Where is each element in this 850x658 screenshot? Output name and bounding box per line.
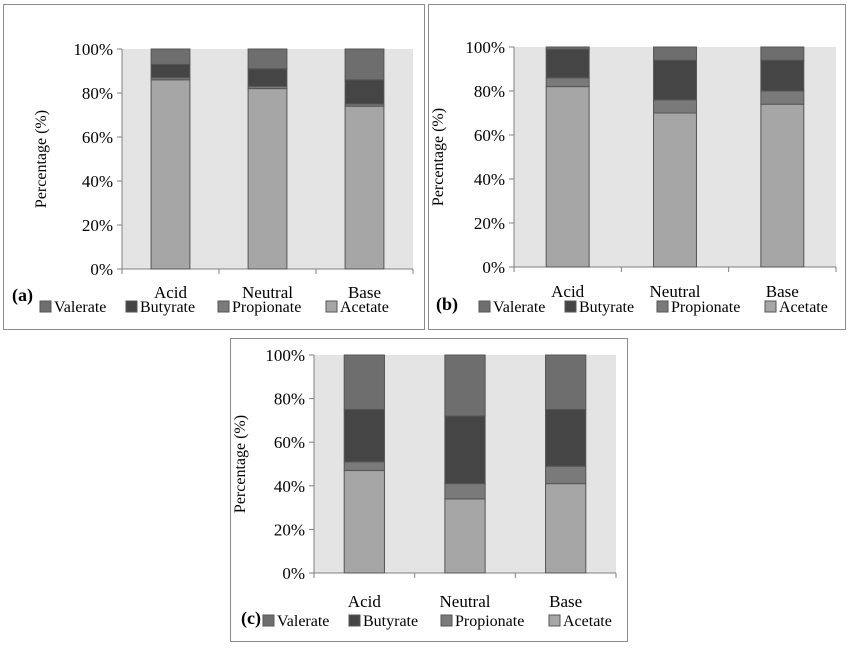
y-tick-label: 40% <box>274 477 305 496</box>
legend-label-butyrate: Butyrate <box>140 299 195 316</box>
x-category-label: Acid <box>348 592 382 611</box>
bar-segment-butyrate-acid <box>545 48 590 79</box>
legend-swatch-propionate <box>440 614 453 627</box>
bar-segment-valerate-base <box>545 354 587 410</box>
cropped-caption-strip <box>0 648 850 658</box>
bar-segment-propionate-base <box>545 465 587 485</box>
legend-swatch-acetate <box>325 300 338 313</box>
y-tick-label: 60% <box>274 433 305 452</box>
y-tick-label: 0% <box>90 260 113 279</box>
bar-segment-acetate-neutral <box>247 88 288 270</box>
bar-segment-propionate-base <box>760 90 805 105</box>
y-tick-label: 80% <box>274 390 305 409</box>
legend-label-propionate: Propionate <box>232 299 301 316</box>
bar-segment-valerate-neutral <box>653 46 697 61</box>
bar-segment-valerate-base <box>344 48 385 81</box>
chart-a-svg: 0% 20% 40% 60% 80% 100% Acid Neutral Base Percent… <box>12 40 414 316</box>
y-tick-label: 20% <box>474 214 505 233</box>
bar-segment-valerate-neutral <box>444 354 486 417</box>
legend-swatch-valerate <box>478 300 491 313</box>
legend-swatch-butyrate <box>125 300 138 313</box>
y-tick-label: 80% <box>82 84 113 103</box>
chart-panel-a: 0% 20% 40% 60% 80% 100% Acid Neutral Base Percent… <box>3 4 425 330</box>
legend-label-butyrate: Butyrate <box>363 613 418 630</box>
legend-label-acetate: Acetate <box>779 299 828 316</box>
bar-segment-valerate-acid <box>150 48 191 65</box>
legend-swatch-propionate <box>656 300 669 313</box>
legend-swatch-valerate <box>39 300 52 313</box>
panel-label: (a) <box>12 285 33 306</box>
bar-segment-acetate-base <box>760 103 805 268</box>
x-category-label: Neutral <box>440 592 491 611</box>
y-tick-label: 0% <box>282 564 305 583</box>
legend-label-propionate: Propionate <box>455 613 524 630</box>
chart-b-svg: 0% 20% 40% 60% 80% 100% Acid Neutral Base Percent… <box>430 38 837 316</box>
bar-segment-valerate-acid <box>343 354 385 410</box>
panel-label: (b) <box>436 294 458 315</box>
y-tick-label: 60% <box>82 128 113 147</box>
legend-label-propionate: Propionate <box>671 299 740 316</box>
chart-panel-b: 0% 20% 40% 60% 80% 100% Acid Neutral Base Percent… <box>428 4 846 330</box>
y-tick-label: 20% <box>82 216 113 235</box>
y-tick-label: 100% <box>465 38 505 57</box>
bar-segment-butyrate-base <box>545 409 587 467</box>
bar-segment-acetate-base <box>545 483 587 574</box>
y-axis-title: Percentage (%) <box>232 415 249 513</box>
bar-segment-butyrate-base <box>760 59 805 92</box>
bar-segment-butyrate-neutral <box>444 415 486 485</box>
bar-segment-acetate-acid <box>343 470 385 574</box>
x-category-label: Neutral <box>650 282 701 301</box>
y-tick-label: 60% <box>474 126 505 145</box>
bar-segment-acetate-neutral <box>444 498 486 574</box>
bar-segment-propionate-neutral <box>653 99 697 114</box>
x-category-label: Base <box>549 592 582 611</box>
bar-segment-butyrate-acid <box>150 63 191 79</box>
bar-segment-valerate-neutral <box>247 48 288 70</box>
bar-segment-acetate-base <box>344 105 385 270</box>
legend-label-butyrate: Butyrate <box>579 299 634 316</box>
legend-swatch-butyrate <box>564 300 577 313</box>
bar-segment-propionate-neutral <box>444 483 486 500</box>
legend-swatch-acetate <box>548 614 561 627</box>
bar-segment-butyrate-neutral <box>247 68 288 87</box>
y-tick-label: 100% <box>265 346 305 365</box>
legend-label-valerate: Valerate <box>493 299 545 316</box>
chart-c-svg: 0% 20% 40% 60% 80% 100% Acid Neutral Base Percent… <box>232 346 617 630</box>
bar-segment-valerate-base <box>760 46 805 61</box>
chart-panel-c: 0% 20% 40% 60% 80% 100% Acid Neutral Base Percent… <box>230 338 628 642</box>
legend-swatch-valerate <box>262 614 275 627</box>
y-tick-label: 100% <box>73 40 113 59</box>
bar-segment-propionate-acid <box>343 461 385 472</box>
legend-swatch-propionate <box>217 300 230 313</box>
bar-segment-acetate-acid <box>545 86 590 268</box>
bar-segment-valerate-acid <box>545 46 590 50</box>
bar-segment-butyrate-acid <box>343 409 385 463</box>
y-tick-label: 40% <box>82 172 113 191</box>
legend-swatch-butyrate <box>348 614 361 627</box>
legend-label-acetate: Acetate <box>340 299 389 316</box>
bar-segment-butyrate-neutral <box>653 59 697 101</box>
bar-segment-butyrate-base <box>344 79 385 105</box>
legend-swatch-acetate <box>764 300 777 313</box>
x-category-label: Acid <box>551 282 585 301</box>
x-category-label: Acid <box>154 283 188 302</box>
y-axis-title: Percentage (%) <box>33 110 50 208</box>
legend-label-valerate: Valerate <box>54 299 106 316</box>
bar-segment-propionate-acid <box>545 77 590 88</box>
legend-label-valerate: Valerate <box>277 613 329 630</box>
y-tick-label: 20% <box>274 520 305 539</box>
panel-label: (c) <box>241 608 261 629</box>
legend-label-acetate: Acetate <box>563 613 612 630</box>
y-tick-label: 80% <box>474 82 505 101</box>
y-tick-label: 0% <box>482 258 505 277</box>
bar-segment-acetate-acid <box>150 79 191 270</box>
bar-segment-acetate-neutral <box>653 112 697 268</box>
x-category-label: Base <box>348 283 381 302</box>
y-tick-label: 40% <box>474 170 505 189</box>
x-category-label: Base <box>766 282 799 301</box>
x-category-label: Neutral <box>242 283 293 302</box>
y-axis-title: Percentage (%) <box>430 108 447 206</box>
